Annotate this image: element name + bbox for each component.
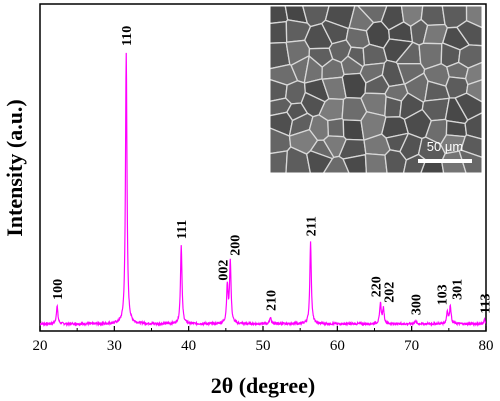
peak-label-002: 002: [216, 260, 231, 281]
grain: [454, 92, 482, 121]
peak-label-210: 210: [264, 290, 279, 311]
peak-label-111: 111: [175, 220, 190, 239]
peak-label-103: 103: [435, 284, 450, 305]
scale-bar: [418, 159, 472, 163]
grain: [362, 43, 388, 66]
peak-label-200: 200: [228, 235, 243, 256]
grain: [384, 95, 403, 118]
peak-label-301: 301: [450, 279, 465, 300]
x-tick-label: 70: [404, 338, 419, 354]
peak-label-211: 211: [305, 216, 320, 236]
grain: [464, 112, 482, 140]
peak-label-300: 300: [409, 294, 424, 315]
grain: [327, 117, 345, 138]
peak-label-100: 100: [51, 279, 66, 300]
x-tick-label: 80: [479, 338, 494, 354]
series-line: [40, 52, 486, 328]
grain: [458, 149, 482, 173]
grain: [270, 20, 288, 44]
x-tick-label: 60: [330, 338, 345, 354]
peak-label-202: 202: [382, 282, 397, 303]
grain: [270, 150, 288, 173]
x-axis-ticks: 20 30 40 50 60 70 80: [33, 326, 494, 354]
peak-label-110: 110: [120, 26, 135, 46]
x-tick-label: 30: [107, 338, 122, 354]
x-axis-title: 2θ (degree): [211, 373, 316, 398]
grain: [341, 72, 367, 99]
scale-bar-label: 50 μm: [427, 139, 463, 154]
sem-inset-image: 50 μm: [269, 5, 483, 174]
peak-label-113: 113: [479, 293, 494, 313]
x-tick-label: 50: [256, 338, 271, 354]
peak-label-220: 220: [369, 276, 384, 297]
x-tick-label: 20: [33, 338, 48, 354]
grain: [342, 153, 368, 173]
grain: [445, 119, 468, 138]
y-axis-title: Intensity (a.u.): [2, 99, 27, 237]
grain: [364, 152, 388, 173]
grain: [455, 19, 482, 47]
x-tick-label: 40: [181, 338, 196, 354]
